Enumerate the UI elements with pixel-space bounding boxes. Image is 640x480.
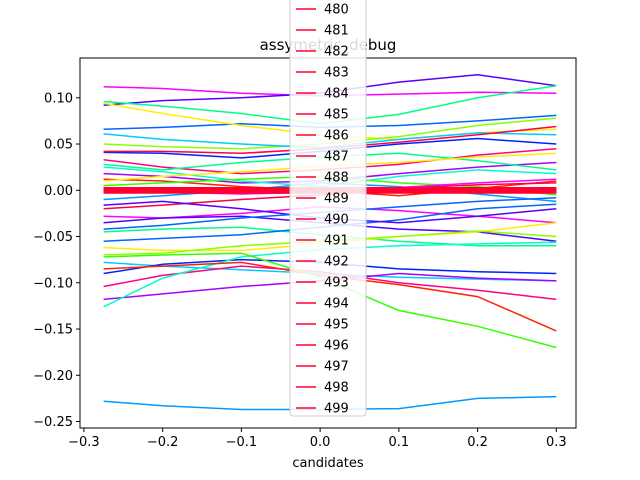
legend-label: 490 — [324, 213, 349, 228]
legend-label: 495 — [324, 318, 349, 333]
y-tick-label: −0.20 — [33, 369, 73, 384]
x-tick-label: 0.3 — [546, 435, 567, 450]
legend-label: 493 — [324, 276, 349, 291]
legend-label: 482 — [324, 45, 349, 60]
y-tick-label: −0.05 — [33, 230, 73, 245]
legend-label: 497 — [324, 360, 349, 375]
legend-label: 480 — [324, 3, 349, 18]
legend-label: 481 — [324, 24, 349, 39]
legend: 480 481 482 483 484 485 486 487 488 489 490 491 492 4… — [289, 0, 367, 417]
legend-label: 492 — [324, 255, 349, 270]
legend-label: 491 — [324, 234, 349, 249]
legend-label: 498 — [324, 381, 349, 396]
legend-label: 499 — [324, 402, 349, 417]
legend-label: 484 — [324, 87, 349, 102]
x-tick-label: 0.0 — [310, 435, 331, 450]
x-tick-label: −0.1 — [226, 435, 258, 450]
legend-label: 487 — [324, 150, 349, 165]
y-tick-label: −0.15 — [33, 323, 73, 338]
legend-label: 488 — [324, 171, 349, 186]
legend-label: 496 — [324, 339, 349, 354]
x-tick-label: −0.3 — [68, 435, 100, 450]
y-tick-label: 0.10 — [44, 91, 73, 106]
x-tick-label: 0.2 — [467, 435, 488, 450]
legend-label: 486 — [324, 129, 349, 144]
y-tick-label: −0.10 — [33, 276, 73, 291]
x-axis-ticks: −0.3 −0.2 −0.1 0.0 0.1 0.2 0.3 — [68, 428, 567, 450]
legend-frame — [289, 0, 367, 417]
legend-label: 483 — [324, 66, 349, 81]
x-tick-label: 0.1 — [389, 435, 410, 450]
legend-label: 489 — [324, 192, 349, 207]
y-axis-ticks: −0.25 −0.20 −0.15 −0.10 −0.05 0.00 0.05 0.10 — [33, 91, 80, 430]
y-tick-label: 0.00 — [44, 184, 73, 199]
x-axis-label: candidates — [292, 456, 364, 471]
legend-label: 494 — [324, 297, 349, 312]
y-tick-label: −0.25 — [33, 415, 73, 430]
x-tick-label: −0.2 — [147, 435, 179, 450]
y-tick-label: 0.05 — [44, 138, 73, 153]
legend-label: 485 — [324, 108, 349, 123]
